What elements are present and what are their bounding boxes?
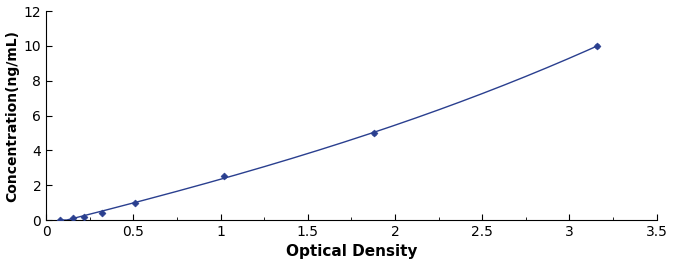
X-axis label: Optical Density: Optical Density: [285, 244, 417, 259]
Y-axis label: Concentration(ng/mL): Concentration(ng/mL): [5, 29, 20, 202]
